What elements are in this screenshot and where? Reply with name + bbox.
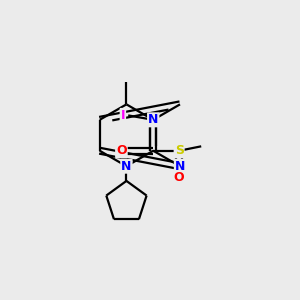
Text: O: O: [174, 171, 184, 184]
Text: O: O: [116, 144, 127, 157]
Text: N: N: [148, 113, 158, 126]
Text: I: I: [121, 109, 125, 122]
Text: S: S: [175, 144, 184, 157]
Text: N: N: [175, 160, 185, 173]
Text: N: N: [121, 160, 132, 173]
